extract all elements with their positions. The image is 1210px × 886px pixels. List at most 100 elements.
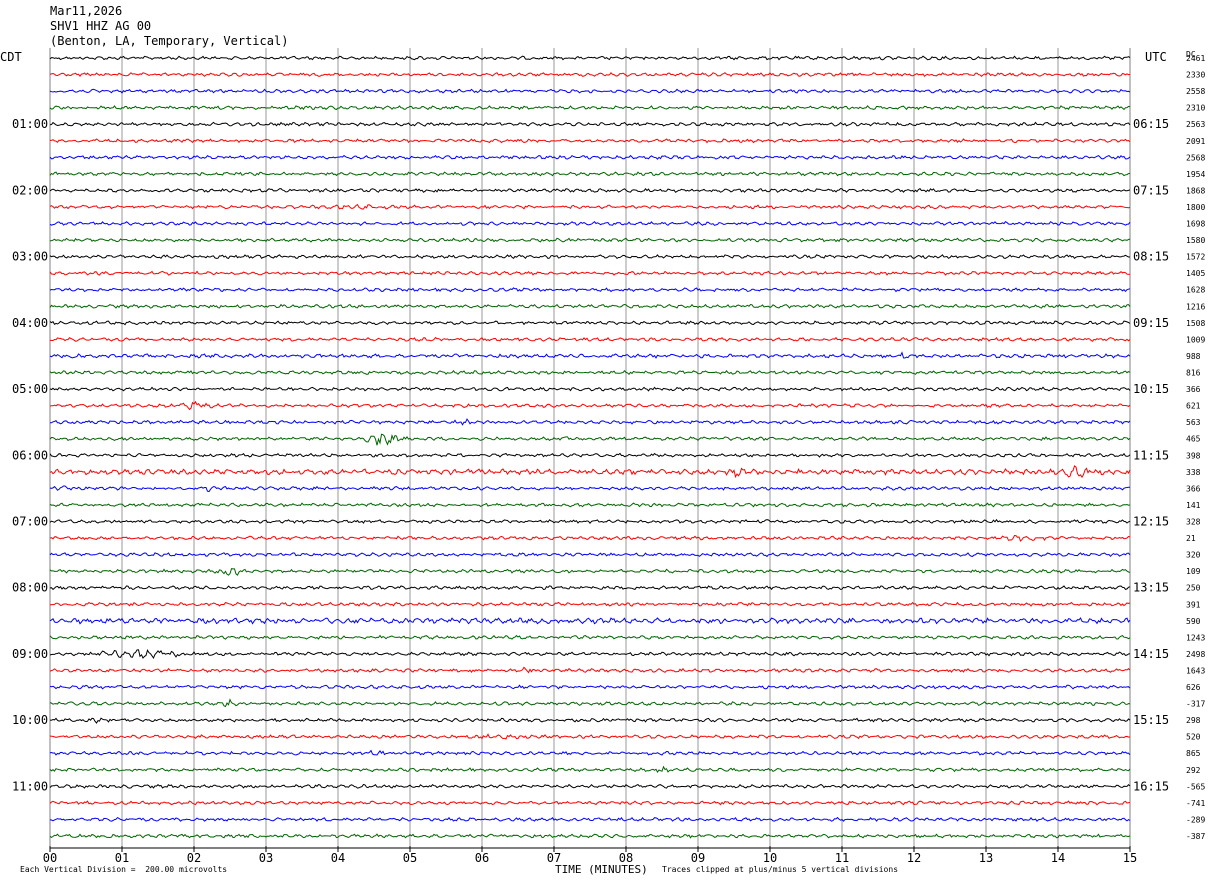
trace-1	[49, 71, 1131, 78]
trace-44	[49, 783, 1131, 789]
dc-offset-label: 391	[1186, 600, 1201, 609]
dc-offset-label: -289	[1186, 815, 1205, 824]
trace-16	[49, 320, 1131, 326]
right-hour-label: 07:15	[1133, 183, 1169, 197]
trace-23	[49, 433, 1131, 446]
trace-20	[49, 386, 1131, 392]
trace-24	[49, 452, 1131, 458]
dc-offset-label: 1405	[1186, 269, 1205, 278]
left-hour-label: 03:00	[12, 250, 48, 264]
trace-30	[49, 552, 1131, 558]
x-tick-label: 13	[979, 851, 993, 865]
dc-offset-label: 21	[1186, 534, 1196, 543]
x-tick-label: 10	[763, 851, 777, 865]
trace-8	[49, 187, 1131, 193]
trace-9	[49, 203, 1131, 210]
trace-45	[49, 800, 1131, 806]
footer-division-note: Each Vertical Division = 200.00 microvol…	[20, 865, 228, 874]
trace-5	[49, 138, 1131, 144]
dc-offset-label: 1009	[1186, 335, 1205, 344]
x-tick-label: 06	[475, 851, 489, 865]
dc-offset-label: 988	[1186, 352, 1201, 361]
right-timezone: UTC	[1145, 50, 1167, 64]
dc-offset-label: 2498	[1186, 650, 1205, 659]
trace-41	[49, 733, 1131, 740]
dc-offset-label: 2330	[1186, 71, 1205, 80]
left-hour-label: 05:00	[12, 382, 48, 396]
trace-19	[49, 370, 1131, 376]
dc-offset-label: 366	[1186, 484, 1201, 493]
dc-offset-label: -741	[1186, 799, 1205, 808]
dc-offset-label: 398	[1186, 451, 1201, 460]
dc-offset-label: 1572	[1186, 253, 1205, 262]
dc-offset-label: 520	[1186, 733, 1201, 742]
trace-43	[49, 765, 1131, 774]
dc-offset-label: 328	[1186, 517, 1201, 526]
trace-27	[49, 502, 1131, 508]
trace-31	[49, 568, 1131, 576]
x-tick-label: 15	[1123, 851, 1137, 865]
left-hour-label: 02:00	[12, 183, 48, 197]
dc-offset-label: 109	[1186, 567, 1201, 576]
trace-26	[49, 485, 1130, 493]
trace-7	[49, 171, 1131, 177]
trace-18	[49, 351, 1131, 359]
dc-offset-label: 292	[1186, 766, 1201, 775]
trace-39	[49, 698, 1131, 708]
dc-offset-label: 320	[1186, 551, 1201, 560]
dc-offset-label: 250	[1186, 584, 1201, 593]
left-hour-label: 04:00	[12, 316, 48, 330]
right-hour-label: 15:15	[1133, 713, 1169, 727]
dc-offset-label: 465	[1186, 435, 1201, 444]
dc-offset-label: 338	[1186, 468, 1201, 477]
trace-28	[49, 518, 1131, 524]
x-tick-label: 04	[331, 851, 345, 865]
trace-3	[49, 105, 1131, 111]
trace-22	[49, 418, 1131, 426]
right-hour-label: 09:15	[1133, 316, 1169, 330]
trace-15	[49, 303, 1131, 309]
dc-offset-label: 366	[1186, 385, 1201, 394]
trace-14	[49, 287, 1131, 293]
x-tick-label: 08	[619, 851, 633, 865]
dc-offset-label: 1580	[1186, 236, 1205, 245]
dc-offset-label: 1216	[1186, 302, 1205, 311]
x-axis-title: TIME (MINUTES)	[555, 863, 648, 876]
dc-offset-label: 2558	[1186, 87, 1205, 96]
trace-33	[49, 601, 1131, 607]
trace-2	[49, 88, 1131, 94]
x-tick-label: 05	[403, 851, 417, 865]
header-location: (Benton, LA, Temporary, Vertical)	[50, 34, 289, 48]
x-tick-label: 11	[835, 851, 849, 865]
trace-0	[49, 55, 1131, 61]
x-tick-label: 12	[907, 851, 921, 865]
trace-46	[49, 816, 1131, 822]
dc-offset-label: 2568	[1186, 153, 1205, 162]
dc-offset-label: 621	[1186, 402, 1201, 411]
trace-21	[49, 400, 1131, 411]
dc-offset-label: 141	[1186, 501, 1201, 510]
trace-29	[49, 534, 1131, 542]
dc-offset-label: 1643	[1186, 666, 1205, 675]
trace-34	[49, 617, 1131, 625]
x-tick-label: 03	[259, 851, 273, 865]
dc-offset-label: -387	[1186, 832, 1205, 841]
dc-offset-label: 590	[1186, 617, 1201, 626]
right-hour-label: 12:15	[1133, 514, 1169, 528]
dc-header: DC	[1186, 50, 1196, 59]
dc-offset-label: 865	[1186, 749, 1201, 758]
dc-offset-label: 2461	[1186, 54, 1205, 63]
dc-offset-label: -317	[1186, 700, 1205, 709]
dc-offset-label: 1628	[1186, 286, 1205, 295]
trace-12	[49, 254, 1130, 260]
right-hour-label: 10:15	[1133, 382, 1169, 396]
trace-6	[49, 154, 1131, 160]
trace-11	[49, 237, 1131, 243]
footer-clip-note: Traces clipped at plus/minus 5 vertical …	[662, 865, 899, 874]
right-hour-label: 08:15	[1133, 250, 1169, 264]
dc-offset-label: 1868	[1186, 186, 1205, 195]
right-hour-label: 16:15	[1133, 779, 1169, 793]
header-station: SHV1 HHZ AG 00	[50, 19, 152, 33]
dc-offset-label: 2091	[1186, 137, 1205, 146]
trace-38	[49, 684, 1131, 690]
